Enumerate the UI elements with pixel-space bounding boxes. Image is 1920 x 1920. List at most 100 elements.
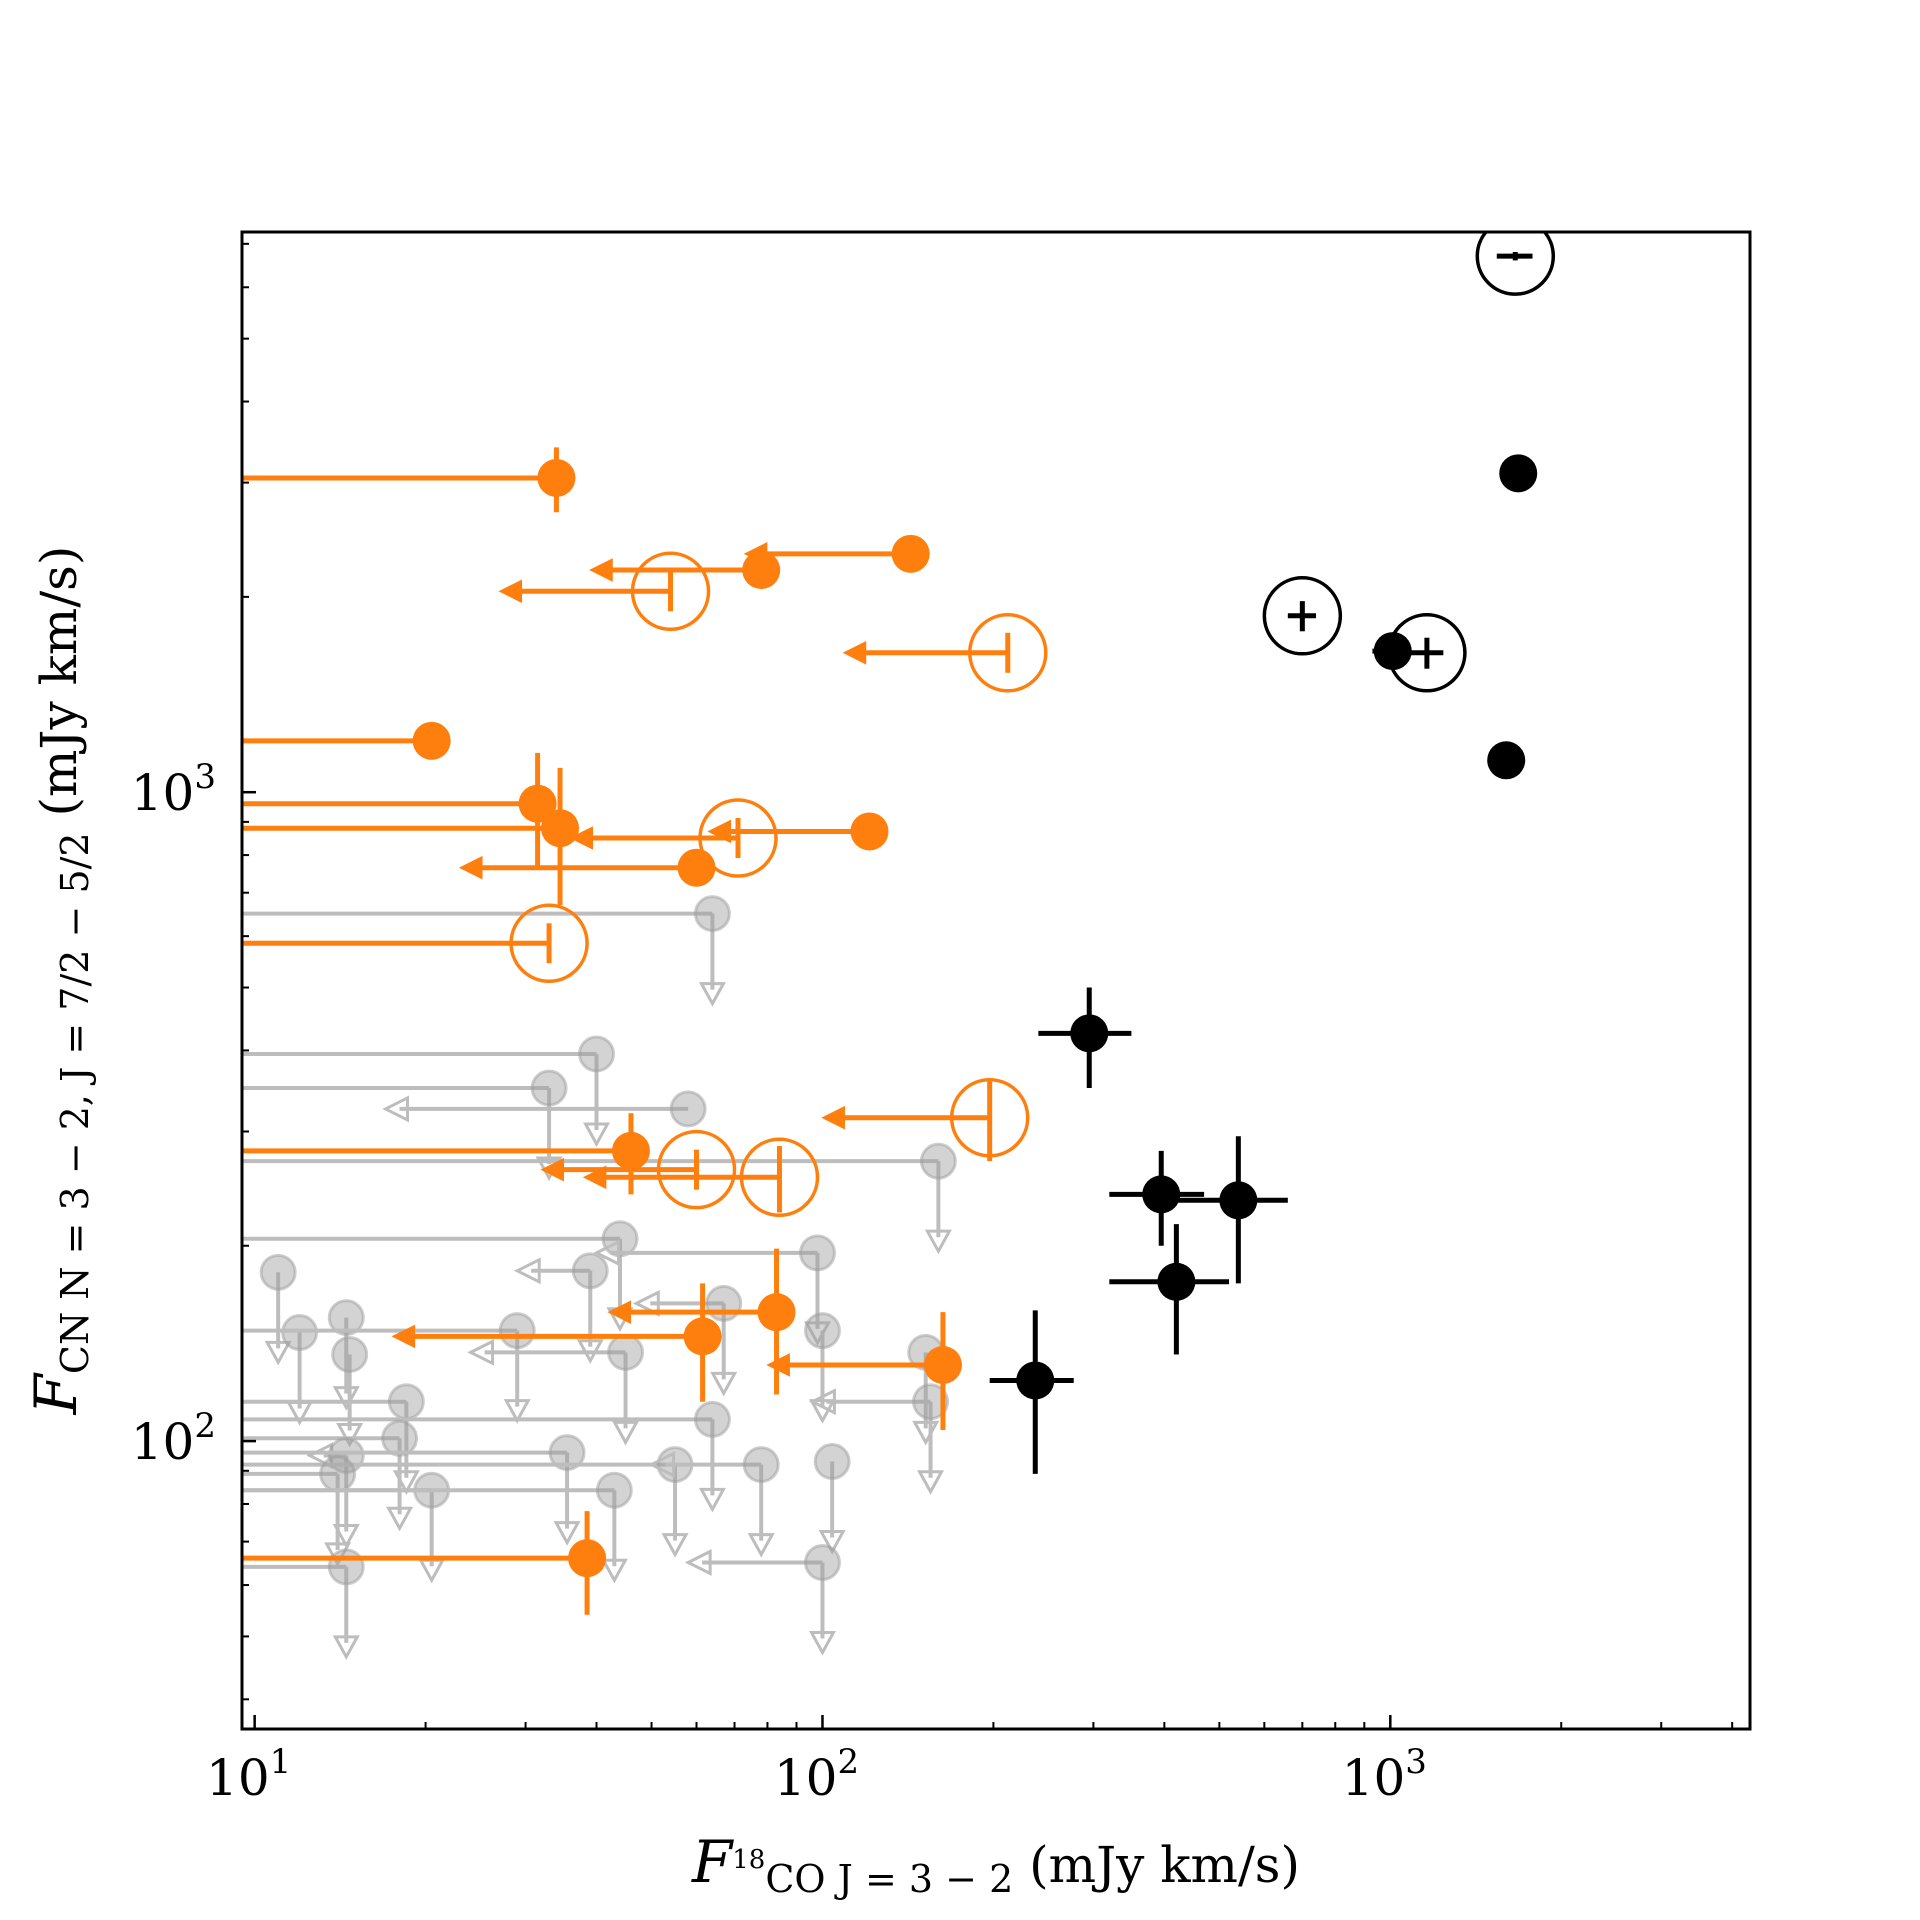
y-tick-label: 103 bbox=[131, 757, 216, 822]
y-label-var: F bbox=[22, 1372, 90, 1415]
x-limit-arrow-head bbox=[607, 1300, 632, 1324]
x-limit-arrow-head bbox=[632, 1289, 660, 1317]
point-marker bbox=[571, 1252, 609, 1290]
x-tick-base: 10 bbox=[1342, 1749, 1406, 1807]
y-limit-arrow-head bbox=[336, 1422, 364, 1448]
data-point bbox=[242, 1471, 633, 1584]
point-marker bbox=[742, 551, 781, 590]
y-limit-arrow-head bbox=[332, 1386, 360, 1411]
data-point bbox=[1262, 576, 1343, 656]
data-point bbox=[242, 1035, 616, 1148]
point-marker bbox=[611, 1131, 650, 1170]
y-limit-arrow-head bbox=[818, 1530, 846, 1555]
plot-frame bbox=[240, 230, 1752, 1731]
data-point bbox=[593, 1234, 836, 1347]
point-marker bbox=[498, 1312, 536, 1350]
point-marker bbox=[798, 1234, 836, 1272]
point-marker bbox=[387, 1383, 425, 1421]
x-limit-arrow-head bbox=[391, 1324, 416, 1349]
series-gray-filled bbox=[242, 895, 957, 1660]
x-tick-label: 101 bbox=[206, 1742, 291, 1807]
point-marker bbox=[541, 809, 580, 848]
x-tick-exp: 2 bbox=[837, 1742, 859, 1782]
data-point bbox=[458, 848, 716, 887]
x-limit-arrow-head bbox=[684, 1549, 712, 1576]
x-limit-arrow-head bbox=[498, 579, 523, 604]
point-marker bbox=[669, 1090, 707, 1128]
data-point bbox=[821, 1077, 1030, 1162]
data-point bbox=[648, 1446, 780, 1558]
y-limit-arrow-head bbox=[332, 1524, 360, 1549]
y-limit-arrow-head bbox=[553, 1521, 581, 1546]
y-tick-base: 10 bbox=[131, 1413, 195, 1471]
x-tick-base: 10 bbox=[774, 1749, 838, 1807]
y-limit-arrow-head bbox=[698, 1487, 726, 1513]
data-point bbox=[513, 1252, 609, 1364]
point-marker bbox=[1142, 1175, 1181, 1214]
point-marker bbox=[757, 1293, 796, 1332]
x-label-var: F bbox=[691, 1828, 734, 1896]
point-marker bbox=[1487, 741, 1526, 780]
y-limit-arrow-head bbox=[917, 1470, 945, 1495]
x-tick-exp: 3 bbox=[1405, 1742, 1427, 1782]
data-point bbox=[569, 798, 778, 878]
data-point bbox=[1487, 741, 1526, 780]
x-label-sup: 18 bbox=[732, 1845, 765, 1875]
y-tick-base: 10 bbox=[131, 764, 195, 822]
series-black-filled bbox=[989, 454, 1538, 1474]
data-point bbox=[540, 1129, 737, 1210]
y-limit-arrow-head bbox=[503, 1399, 531, 1424]
point-marker bbox=[259, 1253, 297, 1291]
data-point bbox=[242, 447, 576, 513]
data-point bbox=[498, 551, 711, 632]
point-marker bbox=[530, 1069, 568, 1107]
point-marker bbox=[891, 534, 930, 573]
y-limit-arrow-head bbox=[924, 1229, 952, 1255]
series-black-open bbox=[1262, 232, 1556, 693]
x-limit-arrow-head bbox=[458, 855, 483, 880]
data-point bbox=[1038, 987, 1132, 1089]
point-marker bbox=[630, 551, 711, 632]
data-point bbox=[242, 1069, 568, 1182]
data-point bbox=[607, 1248, 796, 1395]
data-point bbox=[1372, 632, 1412, 671]
data-point bbox=[766, 1312, 962, 1431]
x-limit-arrow-head bbox=[593, 1239, 621, 1267]
y-tick-label: 102 bbox=[131, 1406, 216, 1471]
point-marker bbox=[912, 1383, 950, 1421]
point-marker bbox=[509, 903, 589, 984]
point-marker bbox=[1070, 1014, 1109, 1053]
y-tick-exp: 3 bbox=[194, 757, 216, 797]
series-orange-open bbox=[242, 551, 1048, 1218]
point-marker bbox=[742, 1446, 780, 1484]
data-point bbox=[242, 1142, 957, 1255]
data-point bbox=[242, 1312, 536, 1424]
x-limit-arrow-head bbox=[766, 1353, 790, 1377]
x-limit-arrow-head bbox=[513, 1257, 541, 1285]
data-point bbox=[391, 1283, 722, 1402]
x-limit-arrow-head bbox=[821, 1105, 845, 1130]
y-limit-arrow-head bbox=[582, 1122, 611, 1148]
point-marker bbox=[850, 812, 889, 851]
data-point bbox=[684, 1543, 841, 1656]
x-tick-exp: 1 bbox=[270, 1742, 292, 1782]
point-marker bbox=[568, 1539, 607, 1578]
point-marker bbox=[698, 798, 778, 878]
point-marker bbox=[693, 1400, 731, 1438]
x-limit-arrow-head bbox=[382, 1095, 410, 1123]
x-limit-arrow-head bbox=[569, 826, 594, 850]
x-label-units: (mJy km/s) bbox=[1013, 1836, 1300, 1894]
point-marker bbox=[968, 613, 1048, 693]
x-limit-arrow-head bbox=[648, 1451, 676, 1479]
point-marker bbox=[1016, 1361, 1055, 1400]
y-limit-arrow-head bbox=[324, 1542, 352, 1568]
y-limit-arrow-head bbox=[600, 1558, 628, 1584]
data-point bbox=[1387, 613, 1467, 693]
point-marker bbox=[1262, 576, 1343, 656]
data-point bbox=[589, 551, 781, 590]
data-point bbox=[242, 1383, 425, 1495]
series-orange-filled bbox=[242, 447, 962, 1615]
y-limit-arrow-head bbox=[747, 1533, 775, 1558]
point-marker bbox=[381, 1419, 419, 1457]
